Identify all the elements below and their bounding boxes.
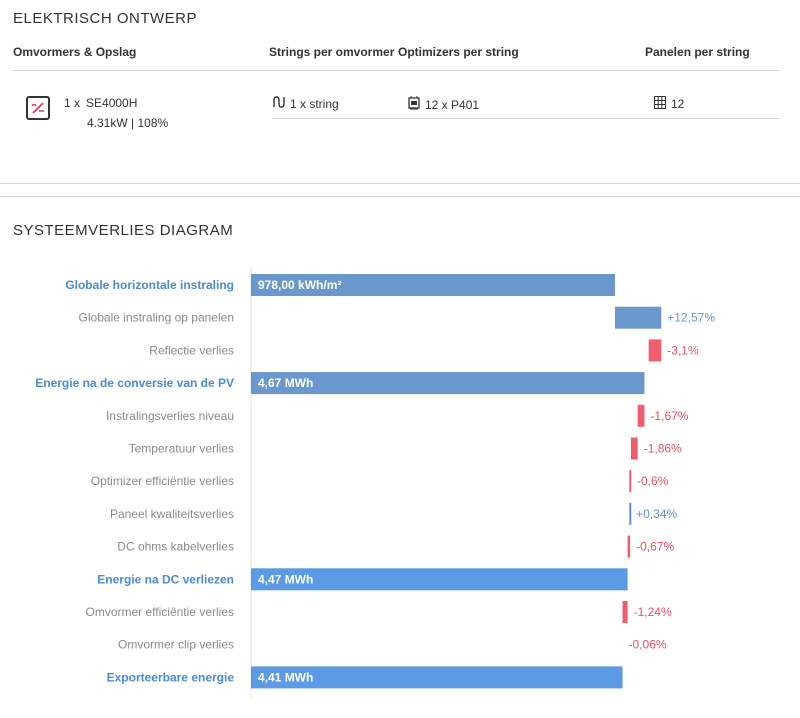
value-label: -1,24% [634,605,672,619]
panels-value: 12 [671,97,685,111]
category-label: Omvormer clip verlies [118,638,234,652]
waterfall-bar [629,470,632,493]
panel-icon [654,96,666,112]
category-label: DC ohms kabelverlies [117,540,234,554]
header-optimizers: Optimizers per string [398,45,519,59]
category-label: Optimizer efficiëntie verlies [91,474,234,488]
waterfall-bar [648,339,662,362]
chart-title: SYSTEEMVERLIES DIAGRAM [13,222,234,239]
category-label: Energie na DC verliezen [97,572,234,586]
category-label: Exporteerbare energie [107,670,235,684]
category-label: Energie na de conversie van de PV [35,376,234,390]
value-label: -1,86% [644,442,682,456]
waterfall-bar [622,601,628,623]
waterfall-bar [251,666,623,689]
header-panels: Panelen per string [645,45,750,59]
strings-value: 1 x string [290,96,339,111]
header-inverters: Omvormers & Opslag [13,45,137,59]
inverter-icon [26,96,50,120]
waterfall-bar [251,372,645,395]
value-label: +0,34% [636,507,677,521]
value-label: -0,06% [629,638,667,652]
category-label: Paneel kwaliteitsverlies [110,507,234,521]
category-label: Temperatuur verlies [129,442,234,456]
value-label: 4,47 MWh [258,572,313,586]
category-label: Globale instraling op panelen [79,311,234,325]
optimizer-icon [408,96,420,113]
section-divider-bottom [0,196,800,197]
value-label: 4,41 MWh [258,670,313,684]
optimizers-value: 12 x P401 [425,97,480,112]
waterfall-chart: Globale horizontale instraling 978,00 kWh… [35,266,715,698]
inverter-power: 4.31kW | 108% [87,116,169,130]
waterfall-bar [614,306,662,329]
value-label: -0,67% [636,540,674,554]
category-label: Instralingsverlies niveau [106,409,234,423]
value-label: 4,67 MWh [258,376,313,390]
category-label: Globale horizontale instraling [65,278,234,292]
inverter-quantity: 1 x [64,96,81,110]
waterfall-bar [630,437,638,460]
waterfall-bar [627,535,631,558]
waterfall-bar [251,274,615,296]
value-label: 978,00 kWh/m² [258,278,341,292]
header-strings: Strings per omvormer [269,45,395,59]
value-label: -3,1% [667,343,699,357]
string-icon [273,96,285,111]
value-label: -0,6% [637,474,669,488]
value-label: -1,67% [650,409,688,423]
category-label: Omvormer efficiëntie verlies [86,605,235,619]
section-divider-top [0,183,800,184]
category-label: Reflectie verlies [149,343,234,357]
electrical-title: ELEKTRISCH ONTWERP [13,10,198,27]
row-divider [273,118,779,119]
waterfall-bar [251,568,628,591]
waterfall-bar [637,404,645,427]
header-divider [13,70,779,71]
waterfall-bar [629,502,632,525]
value-label: +12,57% [667,311,715,325]
inverter-model: SE4000H [86,96,138,110]
